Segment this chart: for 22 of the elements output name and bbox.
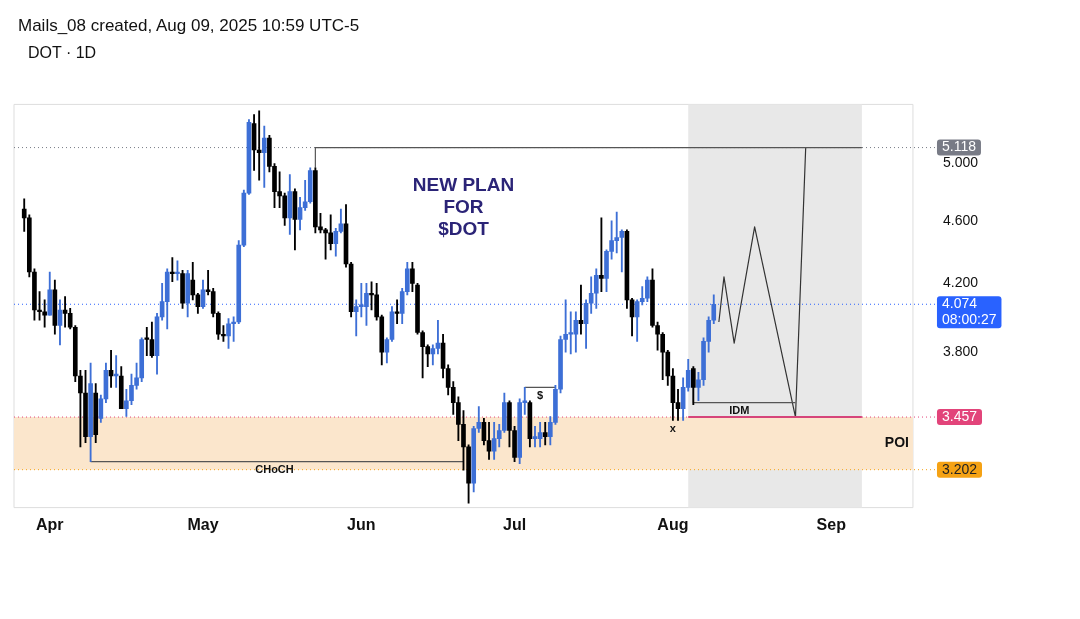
x-tick-label: Apr [35, 515, 64, 533]
ref-line-label: 4.074 08:00:27 [941, 295, 997, 328]
x-tick-label: May [187, 515, 219, 533]
y-tick-label: 4.600 [942, 211, 979, 228]
chart-subtitle: DOT · 1D [27, 43, 98, 63]
x-tick-label: Jun [347, 515, 376, 533]
y-tick-label: 3.800 [942, 342, 979, 359]
annotation: NEW PLAN FOR $DOT [412, 174, 515, 240]
x-tick-label: Sep [816, 515, 847, 533]
ref-line-label: 3.457 [941, 407, 978, 424]
x-tick-label: Jul [503, 515, 527, 533]
y-tick-label: 4.200 [942, 274, 979, 291]
chart-title: Mails_08 created, Aug 09, 2025 10:59 UTC-5 [17, 15, 361, 37]
ref-line-label: 5.118 [941, 138, 977, 155]
band-label: POI [884, 434, 909, 451]
ref-line-label: 3.202 [941, 460, 978, 477]
annotation: x [669, 421, 677, 434]
x-tick-label: Aug [657, 515, 689, 533]
annotation: CHoCH [255, 463, 294, 476]
y-tick-label: 5.000 [942, 154, 979, 171]
annotation: IDM [729, 404, 750, 417]
annotation: $ [537, 388, 544, 401]
